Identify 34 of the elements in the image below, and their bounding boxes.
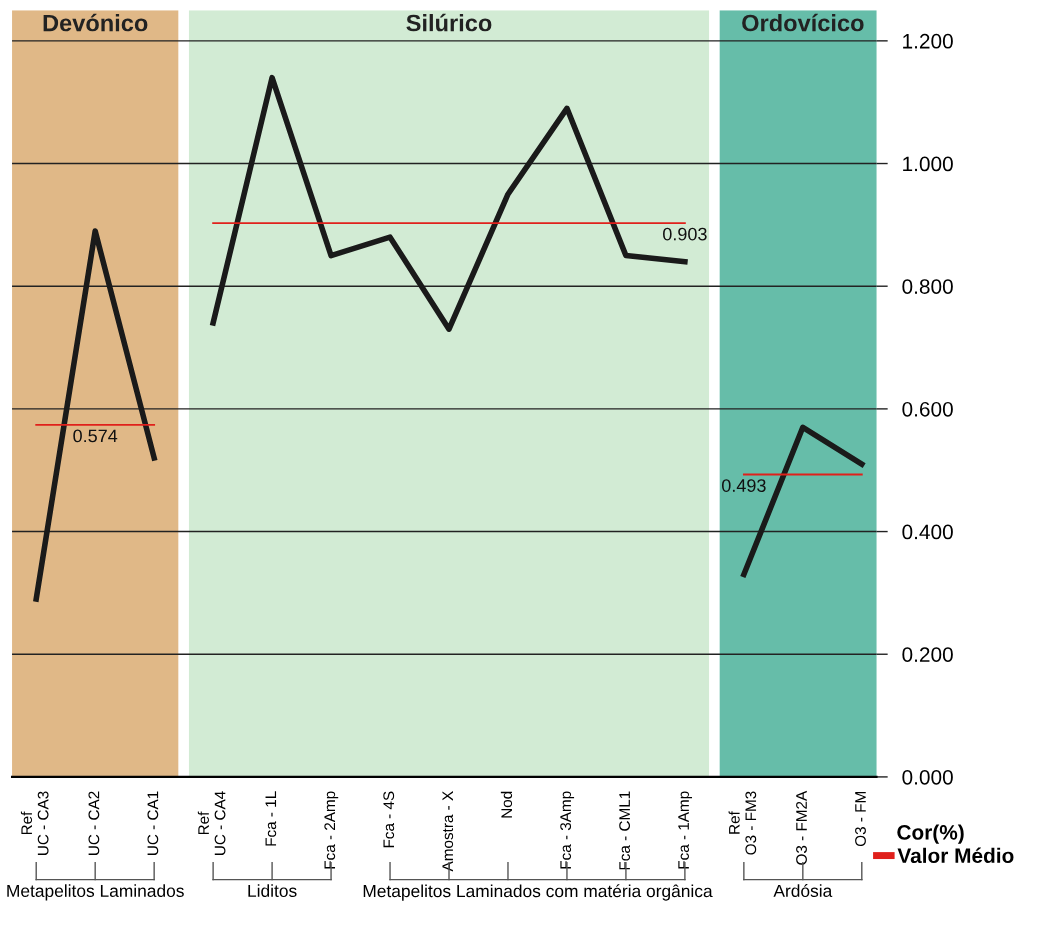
x-tick-label: Ref UC - CA3 [20, 791, 49, 855]
y-tick-label: 0.600 [902, 401, 953, 417]
band-label: Devónico [43, 13, 148, 32]
y-axis-title: Cor(%) [897, 824, 964, 844]
band-label: Silúrico [406, 13, 492, 32]
text: Ardósia [773, 884, 833, 898]
x-tick-label: UC - CA1 [147, 791, 159, 855]
x-tick-label: O3 - FM [855, 792, 866, 847]
x-tick-label: O3 - FM2A [796, 790, 807, 865]
y-tick-label: 1.200 [903, 33, 953, 49]
x-tick-label: Amostra - X [442, 791, 454, 872]
x-tick-label: Fca - 3Amp [560, 791, 575, 869]
y-tick-label: 0.200 [902, 647, 953, 662]
x-tick-label: Nod [500, 791, 513, 818]
data-label: 0.574 [73, 429, 118, 443]
x-tick-label: Fca - 4S [383, 791, 395, 848]
x-tick-label: Fca - 1L [265, 791, 277, 846]
x-tick-label: UC - CA2 [88, 791, 100, 855]
y-tick-label: 0.000 [902, 769, 953, 785]
y-tick-label: 1.000 [903, 156, 953, 172]
data-label: 0.903 [663, 227, 707, 241]
text: Metapelitos Laminados [7, 884, 184, 901]
x-tick-label: Fca - CML1 [619, 791, 631, 870]
text: Liditos [248, 884, 297, 898]
x-tick-label: Ref UC - CA4 [197, 791, 226, 855]
y-tick-label: 0.400 [902, 524, 953, 540]
band-label: Ordovícico [742, 13, 864, 32]
y-tick-label: 0.800 [902, 279, 953, 294]
x-tick-label: Fca - 1Amp [678, 791, 693, 869]
x-tick-label: Ref O3 - FM3 [728, 791, 757, 855]
legend-label: Valor Médio [897, 847, 1014, 864]
data-label: 0.493 [721, 479, 766, 492]
x-tick-label: Fca - 2Amp [324, 791, 339, 869]
text: Metapelitos Laminados com matéria orgânica [363, 884, 713, 901]
